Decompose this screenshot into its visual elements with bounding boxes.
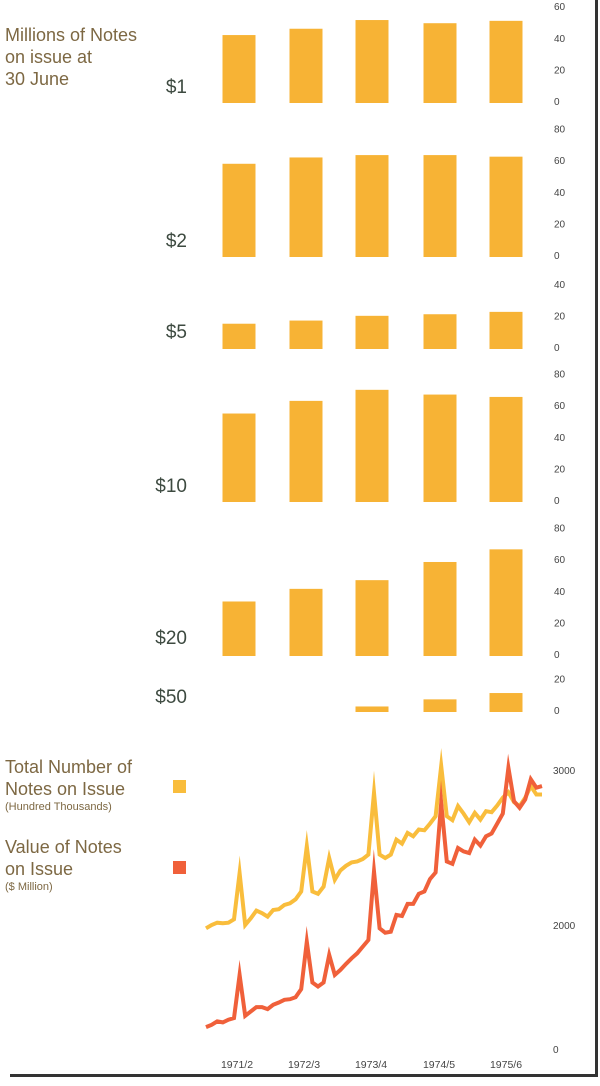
- y-tick-label: 40: [554, 587, 566, 598]
- y-tick-label: 0: [554, 97, 560, 108]
- y-tick-label: 60: [554, 555, 566, 566]
- bar: [355, 20, 389, 103]
- bar: [489, 311, 523, 349]
- x-tick-label: 1975/6: [490, 1059, 522, 1071]
- y-tick-label: 60: [554, 401, 566, 412]
- title-line: 30 June: [5, 69, 70, 89]
- legend-total-swatch: [173, 780, 186, 793]
- y-tick-label: 20: [554, 65, 566, 76]
- y-tick-label: 40: [554, 34, 566, 45]
- bar: [489, 156, 523, 257]
- y-tick-label: 40: [554, 280, 566, 291]
- x-tick-label: 1971/2: [221, 1059, 253, 1071]
- legend-total: Total Number of Notes on Issue (Hundred …: [5, 756, 132, 813]
- bar: [355, 580, 389, 656]
- legend-total-line1: Total Number of: [5, 757, 133, 777]
- y-tick-label: 0: [554, 343, 560, 354]
- y-tick-label: 40: [554, 188, 566, 199]
- y-tick-label: 0: [553, 1045, 559, 1056]
- legend-total-line2: Notes on Issue: [5, 779, 126, 799]
- y-tick-label: 80: [554, 370, 566, 381]
- denomination-label-1: $1: [165, 77, 187, 98]
- title-line: Millions of Notes: [5, 25, 138, 45]
- bar: [489, 20, 523, 104]
- bar: [222, 413, 256, 502]
- bar: [489, 693, 523, 712]
- bar: [355, 155, 389, 257]
- x-tick-label: 1973/4: [355, 1059, 387, 1071]
- title-line: on issue at: [5, 47, 93, 67]
- y-tick-label: 80: [554, 524, 566, 535]
- y-tick-label: 80: [554, 125, 566, 136]
- denomination-label-50: $50: [155, 687, 187, 708]
- y-tick-label: 60: [554, 2, 566, 13]
- bar: [289, 28, 323, 104]
- denomination-label-20: $20: [155, 628, 187, 649]
- bar: [423, 561, 457, 656]
- frame-right-border: [595, 0, 598, 1077]
- bar: [222, 601, 256, 656]
- bar: [423, 155, 457, 257]
- denomination-label-2: $2: [165, 231, 187, 252]
- bar: [222, 163, 256, 257]
- y-tick-label: 0: [554, 251, 560, 262]
- y-tick-label: 2000: [553, 921, 576, 932]
- bar: [222, 35, 256, 104]
- y-tick-label: 0: [554, 706, 560, 717]
- legend-value-line1: Value of Notes: [5, 837, 122, 857]
- y-tick-label: 60: [554, 156, 566, 167]
- bar: [289, 588, 323, 656]
- x-tick-label: 1974/5: [423, 1059, 455, 1071]
- legend-value-unit: ($ Million): [5, 881, 53, 893]
- bar: [423, 314, 457, 349]
- bar: [289, 320, 323, 349]
- total-notes-line: [204, 747, 542, 931]
- y-tick-label: 3000: [553, 766, 576, 777]
- bar: [355, 389, 389, 502]
- bar: [289, 157, 323, 257]
- y-tick-label: 20: [554, 464, 566, 475]
- denomination-label-5: $5: [165, 322, 187, 343]
- y-tick-label: 40: [554, 433, 566, 444]
- y-tick-label: 20: [554, 674, 566, 685]
- bar: [423, 23, 457, 103]
- bar: [489, 549, 523, 656]
- frame-bottom-border: [10, 1074, 598, 1077]
- legend-total-unit: (Hundred Thousands): [5, 801, 112, 813]
- y-tick-label: 20: [554, 618, 566, 629]
- bar: [289, 400, 323, 502]
- x-tick-label: 1972/3: [288, 1059, 320, 1071]
- legend-value: Value of Notes on Issue ($ Million): [5, 836, 122, 893]
- y-tick-label: 0: [554, 650, 560, 661]
- bar: [423, 394, 457, 502]
- bar: [355, 315, 389, 349]
- denomination-label-10: $10: [155, 476, 187, 497]
- bar: [489, 396, 523, 502]
- bar: [423, 699, 457, 712]
- legend-value-swatch: [173, 861, 186, 874]
- y-tick-label: 20: [554, 219, 566, 230]
- y-tick-label: 0: [554, 496, 560, 507]
- chart-title: Millions of Notes on issue at 30 June: [5, 24, 175, 90]
- bar: [355, 706, 389, 712]
- bar: [222, 323, 256, 349]
- legend-value-line2: on Issue: [5, 859, 74, 879]
- y-tick-label: 20: [554, 311, 566, 322]
- value-notes-line: [205, 753, 543, 1029]
